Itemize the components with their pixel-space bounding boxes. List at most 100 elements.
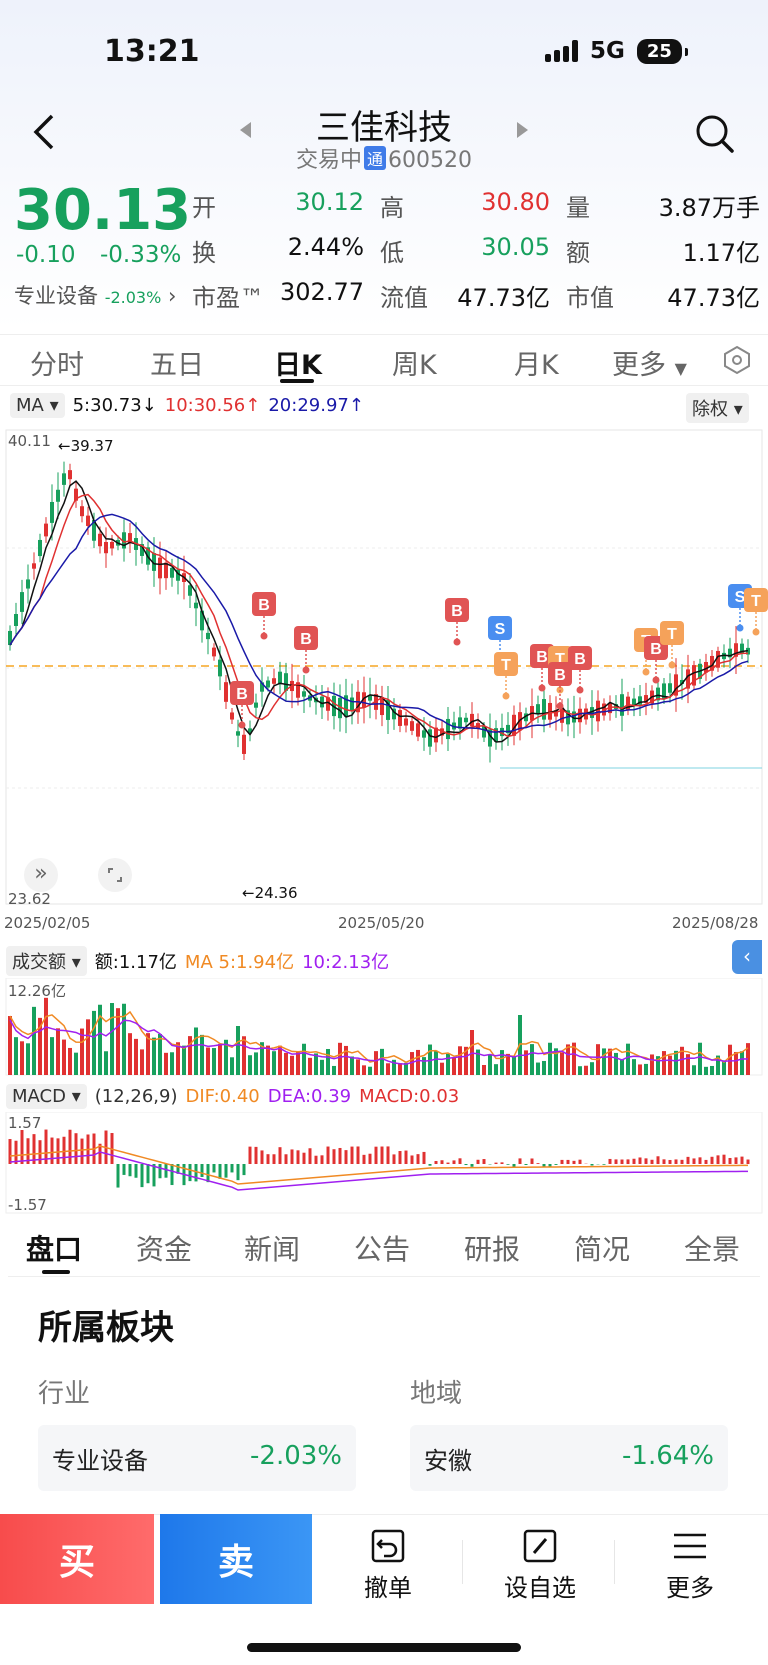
candle bbox=[98, 533, 102, 547]
macd-bar bbox=[482, 1159, 486, 1164]
volume-value: 3.87万手 bbox=[658, 194, 760, 222]
ma-selector[interactable]: MA ▾ bbox=[10, 393, 65, 418]
macd-bar bbox=[374, 1146, 378, 1164]
pe-label: 市盈™ bbox=[192, 284, 264, 312]
macd-selector[interactable]: MACD ▾ bbox=[6, 1084, 87, 1109]
tab-funds[interactable]: 资金 bbox=[136, 1233, 193, 1266]
network-type: 5G bbox=[590, 38, 625, 64]
adjust-selector[interactable]: 除权 ▾ bbox=[686, 393, 749, 423]
tab-daily-k[interactable]: 日K bbox=[274, 350, 322, 381]
volume-bar bbox=[680, 1046, 684, 1075]
candle bbox=[122, 532, 126, 549]
settings-icon[interactable] bbox=[722, 345, 752, 379]
candle bbox=[350, 697, 354, 711]
add-watchlist-label: 设自选 bbox=[504, 1574, 576, 1602]
sell-button[interactable]: 卖 bbox=[160, 1514, 312, 1604]
macd-bar bbox=[464, 1164, 468, 1166]
marker-badge bbox=[494, 652, 518, 676]
macd-bar bbox=[152, 1164, 156, 1187]
candle bbox=[590, 707, 594, 718]
macd-bar bbox=[590, 1164, 594, 1166]
tab-monthly-k[interactable]: 月K bbox=[514, 350, 559, 381]
ma5-line bbox=[9, 480, 749, 743]
tab-order-book[interactable]: 盘口 bbox=[26, 1233, 83, 1266]
volume-bar bbox=[302, 1043, 306, 1075]
volume-bar bbox=[668, 1055, 672, 1075]
candle bbox=[62, 473, 66, 485]
next-stock-icon[interactable] bbox=[516, 120, 530, 144]
marker-dot bbox=[642, 668, 650, 676]
prev-stock-icon[interactable] bbox=[238, 120, 252, 144]
volume-top: 12.26亿 bbox=[8, 982, 66, 1000]
tab-intraday[interactable]: 分时 bbox=[30, 350, 84, 381]
divider bbox=[462, 1540, 463, 1584]
back-icon[interactable] bbox=[30, 112, 58, 156]
macd-bar bbox=[170, 1164, 174, 1186]
volume-bar bbox=[356, 1059, 360, 1075]
macd-bar bbox=[422, 1151, 426, 1164]
trade-status: 交易中 bbox=[295, 148, 362, 173]
date-mid: 2025/05/20 bbox=[338, 914, 425, 932]
macd-bar bbox=[260, 1150, 264, 1164]
region-card[interactable]: 安徽 -1.64% bbox=[410, 1425, 728, 1491]
undo-icon bbox=[371, 1529, 405, 1563]
volume-bar bbox=[722, 1060, 726, 1075]
marker-badge bbox=[445, 598, 469, 622]
macd-bar bbox=[704, 1159, 708, 1164]
industry-name: 专业设备 bbox=[52, 1447, 148, 1475]
tab-profile[interactable]: 简况 bbox=[574, 1233, 631, 1266]
low-label: 低 bbox=[380, 239, 404, 267]
candle bbox=[176, 569, 180, 581]
volume-bar bbox=[482, 1064, 486, 1075]
volume-bar bbox=[140, 1049, 144, 1075]
tab-weekly-k[interactable]: 周K bbox=[392, 350, 437, 381]
search-icon[interactable] bbox=[694, 113, 736, 159]
macd-bar bbox=[38, 1140, 42, 1164]
tab-five-day[interactable]: 五日 bbox=[150, 350, 204, 381]
tab-news[interactable]: 新闻 bbox=[244, 1233, 301, 1266]
candle bbox=[380, 696, 384, 716]
expand-icon[interactable]: » bbox=[24, 858, 58, 892]
tab-overview[interactable]: 全景 bbox=[684, 1233, 741, 1266]
volume-selector[interactable]: 成交额 ▾ bbox=[6, 946, 87, 976]
candle bbox=[338, 697, 342, 719]
candle bbox=[734, 643, 738, 657]
volume-bar bbox=[74, 1052, 78, 1075]
amount-label: 额 bbox=[566, 239, 590, 267]
price-change-pct: -0.33% bbox=[100, 242, 182, 268]
volume-chart bbox=[5, 978, 763, 1076]
candle bbox=[560, 707, 564, 723]
more-button[interactable]: 更多 bbox=[640, 1528, 740, 1603]
volume-bar bbox=[656, 1056, 660, 1075]
tab-more[interactable]: 更多 ▼ bbox=[612, 343, 687, 382]
candle bbox=[674, 674, 678, 696]
volume-bar bbox=[464, 1046, 468, 1075]
tab-announcements[interactable]: 公告 bbox=[354, 1233, 411, 1266]
fullscreen-icon[interactable] bbox=[98, 858, 132, 892]
sector-link[interactable]: 专业设备 -2.03% › bbox=[14, 284, 177, 308]
collapse-panel-icon[interactable]: ‹ bbox=[732, 940, 762, 974]
ma20-value: 20:29.97↑ bbox=[268, 395, 364, 416]
kline-chart[interactable]: BBBBSTBTBBTBTST bbox=[0, 428, 768, 908]
candle bbox=[680, 679, 684, 685]
cancel-order-button[interactable]: 撤单 bbox=[338, 1528, 438, 1603]
industry-card[interactable]: 专业设备 -2.03% bbox=[38, 1425, 356, 1491]
buy-button[interactable]: 买 bbox=[0, 1514, 154, 1604]
macd-bar bbox=[500, 1162, 504, 1164]
candles bbox=[8, 461, 750, 763]
volume-bar bbox=[248, 1055, 252, 1075]
macd-bar bbox=[542, 1164, 546, 1167]
macd-bar bbox=[236, 1164, 240, 1181]
candle bbox=[68, 470, 72, 480]
tab-research[interactable]: 研报 bbox=[464, 1233, 521, 1266]
candle bbox=[578, 708, 582, 723]
macd-bar bbox=[644, 1158, 648, 1164]
volume-bar bbox=[284, 1052, 288, 1075]
volume-bar bbox=[278, 1045, 282, 1075]
divider bbox=[614, 1540, 615, 1584]
kline-top-price: 40.11 bbox=[8, 432, 51, 450]
add-watchlist-button[interactable]: 设自选 bbox=[490, 1528, 590, 1603]
macd-bar bbox=[278, 1147, 282, 1164]
turnover-value: 2.44% bbox=[287, 233, 364, 261]
macd-bar bbox=[350, 1146, 354, 1164]
